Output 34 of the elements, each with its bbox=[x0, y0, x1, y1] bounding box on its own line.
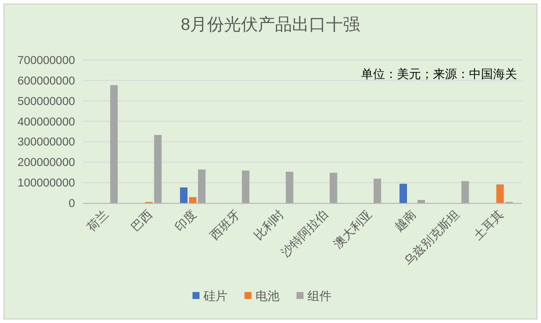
y-tick-label: 200000000 bbox=[17, 157, 75, 170]
y-tick-label: 500000000 bbox=[17, 96, 75, 108]
annotation: 单位：美元；来源：中国海关 bbox=[361, 67, 517, 81]
y-tick-label: 600000000 bbox=[17, 75, 75, 88]
bar bbox=[180, 187, 188, 203]
y-tick-label: 400000000 bbox=[17, 116, 75, 128]
x-tick-label: 西班牙 bbox=[207, 207, 243, 243]
bar bbox=[461, 181, 469, 203]
y-tick-label: 700000000 bbox=[17, 55, 75, 67]
x-tick-label: 巴西 bbox=[128, 207, 155, 234]
legend-label: 组件 bbox=[308, 289, 332, 303]
legend-label: 电池 bbox=[256, 289, 280, 303]
y-tick-label: 0 bbox=[68, 198, 75, 210]
bar bbox=[154, 134, 162, 203]
x-tick-label: 澳大利亚 bbox=[330, 207, 374, 252]
y-tick-label: 100000000 bbox=[17, 178, 75, 190]
legend-label: 硅片 bbox=[202, 289, 228, 303]
x-tick-label: 印度 bbox=[172, 207, 199, 234]
x-tick-label: 越南 bbox=[392, 207, 418, 234]
bar bbox=[198, 169, 206, 203]
x-tick-label: 土耳其 bbox=[470, 207, 506, 243]
bar bbox=[242, 170, 250, 203]
bar bbox=[189, 197, 196, 203]
x-tick-label: 荷兰 bbox=[84, 207, 112, 234]
x-tick-label: 比利时 bbox=[251, 207, 287, 243]
bar bbox=[496, 184, 504, 203]
bar bbox=[110, 85, 118, 203]
y-tick-label: 300000000 bbox=[17, 136, 75, 149]
bar bbox=[330, 172, 338, 203]
bar bbox=[374, 178, 382, 203]
chart-title: 8月份光伏产品出口十强 bbox=[180, 15, 360, 34]
bar bbox=[286, 172, 294, 203]
bar bbox=[400, 184, 407, 203]
bar bbox=[418, 200, 425, 203]
